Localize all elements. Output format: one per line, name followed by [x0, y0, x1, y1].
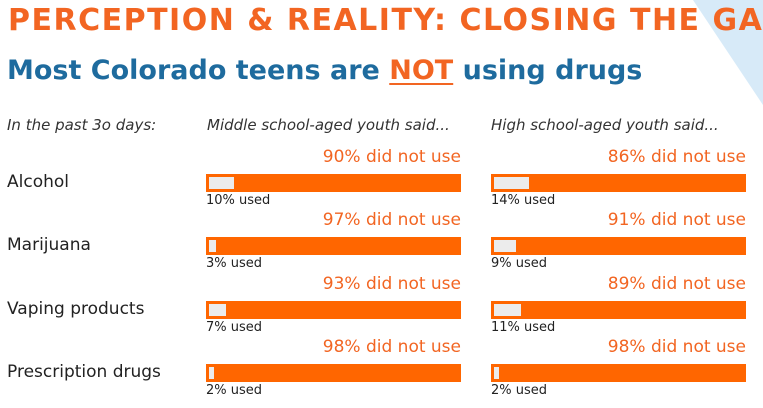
- bar-used-fill-middle-school-marijuana: [209, 240, 216, 252]
- bar-used-fill-high-school-marijuana: [494, 240, 516, 252]
- used-label-middle-school-alcohol: 10% used: [206, 193, 271, 208]
- bar-track-high-school-vaping-products: [491, 301, 746, 319]
- row-label-prescription-drugs: Prescription drugs: [7, 362, 161, 382]
- used-label-high-school-vaping-products: 11% used: [491, 320, 556, 335]
- row-label-vaping-products: Vaping products: [7, 299, 145, 319]
- bar-track-high-school-marijuana: [491, 237, 746, 255]
- bar-track-middle-school-prescription-drugs: [206, 364, 461, 382]
- bar-used-fill-middle-school-vaping-products: [209, 304, 226, 316]
- bar-track-high-school-alcohol: [491, 174, 746, 192]
- bar-used-fill-high-school-vaping-products: [494, 304, 521, 316]
- used-label-high-school-alcohol: 14% used: [491, 193, 556, 208]
- not-used-label-high-school-alcohol: 86% did not use: [607, 147, 746, 167]
- used-label-high-school-prescription-drugs: 2% used: [491, 383, 548, 398]
- bar-track-high-school-prescription-drugs: [491, 364, 746, 382]
- not-used-label-middle-school-alcohol: 90% did not use: [322, 147, 461, 167]
- not-used-label-high-school-prescription-drugs: 98% did not use: [607, 337, 746, 357]
- used-label-high-school-marijuana: 9% used: [491, 256, 548, 271]
- subtitle-post: using drugs: [453, 55, 643, 86]
- not-used-label-high-school-marijuana: 91% did not use: [607, 210, 746, 230]
- bar-used-fill-high-school-prescription-drugs: [494, 367, 499, 379]
- not-used-label-middle-school-prescription-drugs: 98% did not use: [322, 337, 461, 357]
- bar-track-middle-school-vaping-products: [206, 301, 461, 319]
- used-label-middle-school-vaping-products: 7% used: [206, 320, 263, 335]
- bar-used-fill-middle-school-prescription-drugs: [209, 367, 214, 379]
- subtitle-pre: Most Colorado teens are: [7, 55, 390, 86]
- bar-track-middle-school-alcohol: [206, 174, 461, 192]
- group-header-middle-school: Middle school-aged youth said...: [207, 116, 450, 134]
- not-used-label-high-school-vaping-products: 89% did not use: [607, 274, 746, 294]
- not-used-label-middle-school-marijuana: 97% did not use: [322, 210, 461, 230]
- bar-track-middle-school-marijuana: [206, 237, 461, 255]
- row-label-alcohol: Alcohol: [7, 172, 69, 192]
- page-title: PERCEPTION & REALITY: CLOSING THE GAP: [8, 3, 763, 38]
- bar-used-fill-high-school-alcohol: [494, 177, 529, 189]
- bar-used-fill-middle-school-alcohol: [209, 177, 234, 189]
- group-header-high-school: High school-aged youth said...: [491, 116, 719, 134]
- used-label-middle-school-marijuana: 3% used: [206, 256, 263, 271]
- subtitle-emphasis: NOT: [389, 55, 454, 86]
- used-label-middle-school-prescription-drugs: 2% used: [206, 383, 263, 398]
- period-label: In the past 3o days:: [7, 116, 157, 134]
- not-used-label-middle-school-vaping-products: 93% did not use: [322, 274, 461, 294]
- row-label-marijuana: Marijuana: [7, 235, 91, 255]
- page-subtitle: Most Colorado teens are NOT using drugs: [7, 55, 642, 86]
